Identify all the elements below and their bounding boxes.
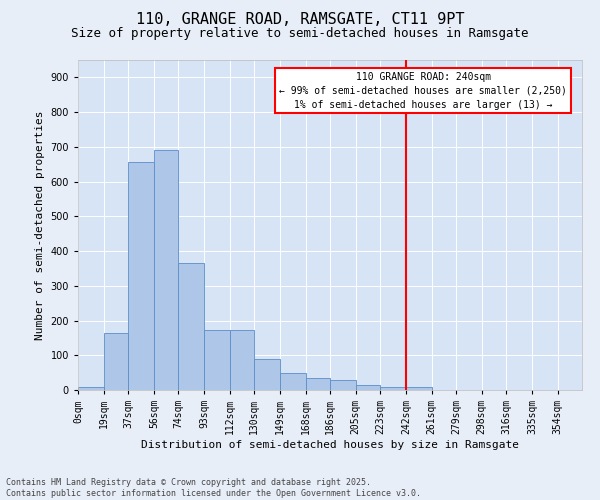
Bar	[230, 330, 254, 390]
Bar	[406, 387, 431, 390]
Text: 110 GRANGE ROAD: 240sqm
← 99% of semi-detached houses are smaller (2,250)
1% of : 110 GRANGE ROAD: 240sqm ← 99% of semi-de…	[280, 72, 567, 110]
Text: Size of property relative to semi-detached houses in Ramsgate: Size of property relative to semi-detach…	[71, 28, 529, 40]
Bar	[78, 387, 104, 390]
Bar	[356, 386, 380, 390]
Bar	[280, 374, 305, 390]
Bar	[204, 330, 230, 390]
Bar	[128, 162, 154, 390]
X-axis label: Distribution of semi-detached houses by size in Ramsgate: Distribution of semi-detached houses by …	[141, 440, 519, 450]
Bar	[154, 150, 178, 390]
Bar	[330, 380, 356, 390]
Text: Contains HM Land Registry data © Crown copyright and database right 2025.
Contai: Contains HM Land Registry data © Crown c…	[6, 478, 421, 498]
Bar	[305, 378, 330, 390]
Bar	[254, 358, 280, 390]
Bar	[104, 334, 128, 390]
Y-axis label: Number of semi-detached properties: Number of semi-detached properties	[35, 110, 45, 340]
Bar	[380, 386, 406, 390]
Bar	[178, 263, 204, 390]
Text: 110, GRANGE ROAD, RAMSGATE, CT11 9PT: 110, GRANGE ROAD, RAMSGATE, CT11 9PT	[136, 12, 464, 28]
